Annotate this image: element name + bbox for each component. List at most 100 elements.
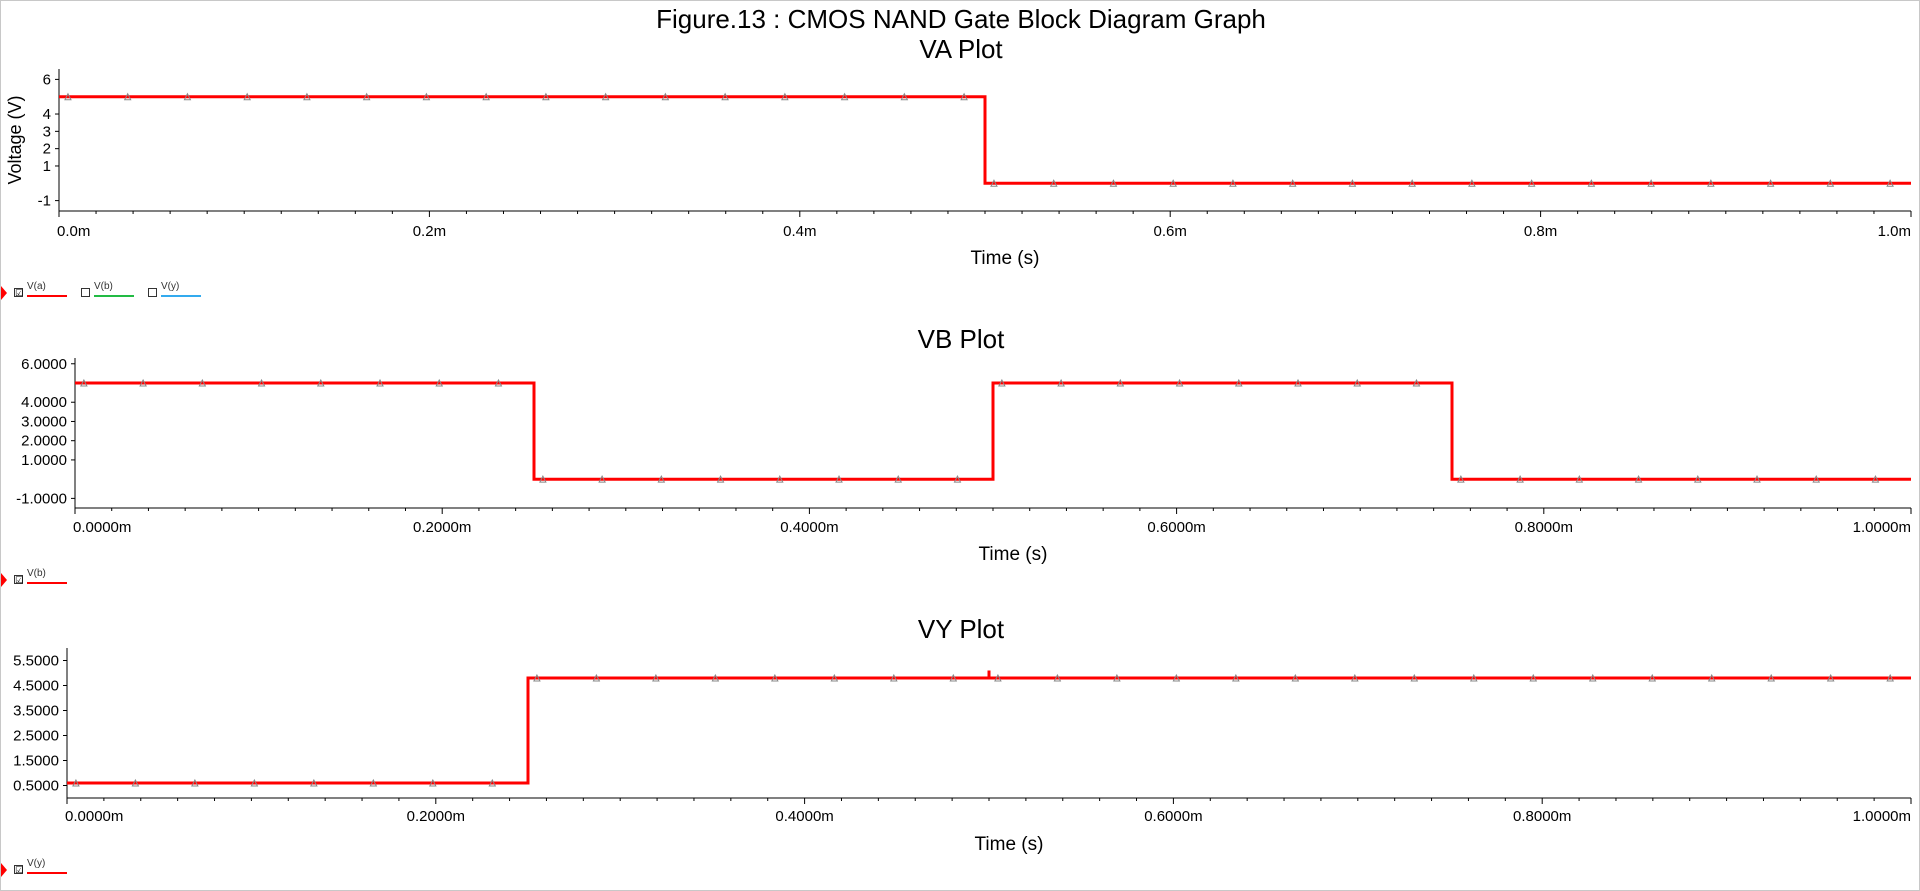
data-point-marker xyxy=(1647,179,1655,187)
data-point-marker xyxy=(1469,673,1478,682)
y-tick-label: 1.0000 xyxy=(21,452,67,469)
data-point-marker xyxy=(1812,475,1821,483)
data-point-marker xyxy=(198,378,207,387)
data-point-marker xyxy=(1871,475,1880,483)
x-tick-label: 0.6000m xyxy=(1147,519,1205,536)
legend-item-vy[interactable]: ☑ V(y) xyxy=(14,858,74,882)
data-point-marker xyxy=(1826,673,1835,682)
data-point-marker xyxy=(1049,179,1058,187)
legend-checkbox-vb[interactable] xyxy=(81,288,90,297)
data-point-marker xyxy=(488,778,497,787)
legend-item-vy[interactable]: V(y) xyxy=(148,281,208,305)
data-point-marker xyxy=(894,475,903,483)
figure-title: Figure.13 : CMOS NAND Gate Block Diagram… xyxy=(656,4,1266,34)
data-point-marker xyxy=(131,778,140,787)
data-point-marker xyxy=(1588,673,1597,682)
data-point-marker xyxy=(1707,179,1715,187)
legend-label-vb: V(b) xyxy=(27,568,46,579)
x-tick-label: 0.6000m xyxy=(1144,808,1202,825)
data-point-marker xyxy=(1234,378,1243,387)
data-point-marker xyxy=(657,475,666,483)
x-tick-label: 0.2m xyxy=(413,223,446,240)
x-tick-label: 0.4000m xyxy=(775,808,833,825)
legend-swatch-vb xyxy=(27,582,67,584)
data-point-marker xyxy=(601,92,610,101)
y-tick-label: 0.5000 xyxy=(13,778,59,795)
data-point-marker xyxy=(592,673,601,682)
y-tick-label: 5.5000 xyxy=(13,653,59,670)
y-tick-label: -1 xyxy=(38,193,51,210)
data-point-marker xyxy=(598,475,606,483)
legend-checkbox-vy[interactable] xyxy=(148,288,157,297)
data-point-marker xyxy=(1826,179,1835,187)
x-tick-label: 1.0000m xyxy=(1853,808,1911,825)
vy-plot-legend: ☑ V(y) xyxy=(1,858,261,882)
data-point-marker xyxy=(1648,673,1657,682)
data-point-marker xyxy=(1412,378,1421,387)
data-point-marker xyxy=(1468,179,1476,187)
data-point-marker xyxy=(1172,673,1181,682)
data-point-marker xyxy=(369,778,378,787)
y-tick-label: -1.0000 xyxy=(16,490,67,507)
data-point-marker xyxy=(1116,378,1125,387)
data-point-marker xyxy=(1291,673,1300,682)
data-point-marker xyxy=(1516,475,1524,483)
data-point-marker xyxy=(1232,673,1240,682)
legend-swatch-vb xyxy=(94,295,134,297)
x-axis-label: Time (s) xyxy=(971,248,1040,269)
data-point-marker xyxy=(781,92,789,101)
legend-checkbox-vy[interactable]: ☑ xyxy=(14,865,24,875)
x-tick-label: 1.0m xyxy=(1878,223,1911,240)
legend-swatch-va xyxy=(27,295,67,297)
data-point-marker xyxy=(1294,378,1302,387)
data-point-marker xyxy=(1575,475,1584,483)
data-point-marker xyxy=(1457,475,1465,483)
data-point-marker xyxy=(830,673,839,682)
y-tick-label: 2.0000 xyxy=(21,433,67,450)
data-point-marker xyxy=(771,673,779,682)
data-point-marker xyxy=(123,92,132,101)
data-point-marker xyxy=(652,673,660,682)
va-plot-title: VA Plot xyxy=(919,34,1003,64)
legend-label-vb: V(b) xyxy=(94,281,113,292)
x-tick-label: 0.0000m xyxy=(65,808,123,825)
x-tick-label: 0.4m xyxy=(783,223,816,240)
data-point-marker xyxy=(1169,179,1177,187)
data-point-marker xyxy=(994,673,1002,682)
data-point-marker xyxy=(711,673,720,682)
y-tick-label: 3 xyxy=(43,123,51,140)
series-line-vy xyxy=(67,670,1911,785)
legend-checkbox-va[interactable]: ☑ xyxy=(14,288,24,298)
data-point-marker xyxy=(1766,179,1775,187)
y-tick-label: 6.0000 xyxy=(21,356,67,373)
data-point-marker xyxy=(539,475,547,483)
va-plot-legend: ☑ V(a) V(b) V(y) xyxy=(1,281,261,305)
data-point-marker xyxy=(316,378,325,387)
data-point-marker xyxy=(542,92,550,101)
data-point-marker xyxy=(1587,179,1596,187)
data-point-marker xyxy=(1351,673,1359,682)
x-tick-label: 0.4000m xyxy=(780,519,838,536)
x-tick-label: 0.2000m xyxy=(413,519,471,536)
x-tick-label: 0.6m xyxy=(1154,223,1187,240)
x-tick-label: 0.8m xyxy=(1524,223,1557,240)
y-tick-label: 3.5000 xyxy=(13,703,59,720)
legend-checkbox-vb[interactable]: ☑ xyxy=(14,575,24,585)
legend-item-vb[interactable]: ☑ V(b) xyxy=(14,568,74,592)
data-point-marker xyxy=(1353,378,1362,387)
data-point-marker xyxy=(494,378,503,387)
x-tick-label: 0.0000m xyxy=(73,519,131,536)
data-point-marker xyxy=(990,179,998,187)
data-point-marker xyxy=(80,378,88,387)
data-point-marker xyxy=(435,378,444,387)
legend-item-va[interactable]: ☑ V(a) xyxy=(14,281,74,305)
data-point-marker xyxy=(1886,673,1894,682)
data-point-marker xyxy=(1410,673,1419,682)
vb-plot: 0.0000m 0.2000m 0.4000m 0.6000m 0.8000m 1.000… xyxy=(16,356,1912,565)
data-point-marker xyxy=(257,378,266,387)
legend-item-vb[interactable]: V(b) xyxy=(81,281,141,305)
legend-swatch-vy xyxy=(27,872,67,874)
data-point-marker xyxy=(890,673,898,682)
